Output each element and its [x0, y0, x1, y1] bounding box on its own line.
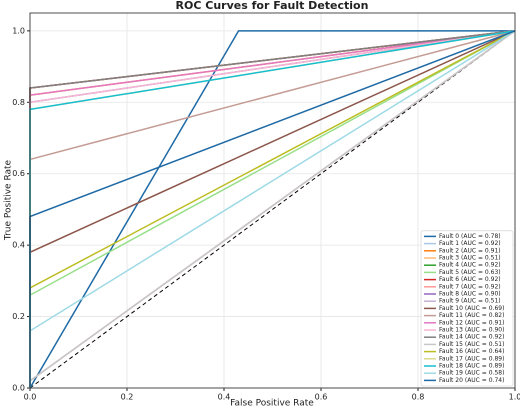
- roc-line: [29, 30, 515, 389]
- legend-label: Fault 18 (AUC = 0.89): [439, 363, 504, 370]
- legend-label: Fault 7 (AUC = 0.92): [439, 283, 501, 290]
- legend-label: Fault 10 (AUC = 0.69): [439, 305, 504, 312]
- y-tick-label: 0.8: [12, 98, 25, 107]
- y-tick-label: 0.0: [12, 384, 25, 393]
- y-tick-label: 0.6: [12, 169, 25, 178]
- chart-title: ROC Curves for Fault Detection: [176, 0, 369, 12]
- legend-label: Fault 2 (AUC = 0.91): [439, 247, 501, 254]
- y-tick-label: 0.4: [12, 241, 25, 250]
- legend-label: Fault 12 (AUC = 0.91): [439, 319, 504, 326]
- y-tick-label: 1.0: [12, 26, 25, 35]
- legend-label: Fault 1 (AUC = 0.92): [439, 240, 501, 247]
- legend-label: Fault 15 (AUC = 0.51): [439, 341, 504, 348]
- x-tick-label: 0.2: [121, 393, 134, 402]
- legend-label: Fault 16 (AUC = 0.64): [439, 348, 504, 355]
- chance-line: [29, 30, 516, 389]
- legend-label: Fault 6 (AUC = 0.92): [439, 276, 501, 283]
- x-tick-label: 0.0: [24, 393, 37, 402]
- legend-label: Fault 13 (AUC = 0.90): [439, 327, 504, 334]
- x-tick-label: 0.8: [412, 393, 425, 402]
- legend-label: Fault 17 (AUC = 0.89): [439, 355, 504, 362]
- legend-label: Fault 19 (AUC = 0.58): [439, 370, 504, 377]
- legend-box: [420, 230, 514, 387]
- legend-label: Fault 3 (AUC = 0.51): [439, 255, 501, 262]
- legend-label: Fault 9 (AUC = 0.51): [439, 298, 501, 305]
- plot-frame: [29, 12, 516, 389]
- x-tick-label: 0.6: [315, 393, 328, 402]
- legend-label: Fault 5 (AUC = 0.63): [439, 269, 501, 276]
- y-axis-label: True Positive Rate: [4, 159, 14, 241]
- x-tick-label: 0.4: [218, 393, 231, 402]
- x-axis-label: False Positive Rate: [230, 399, 314, 409]
- legend: Fault 0 (AUC = 0.78)Fault 1 (AUC = 0.92)…: [420, 230, 514, 387]
- legend-label: Fault 0 (AUC = 0.78): [439, 233, 501, 240]
- legend-label: Fault 11 (AUC = 0.82): [439, 312, 504, 319]
- legend-label: Fault 8 (AUC = 0.90): [439, 291, 501, 298]
- x-tick-label: 1.0: [509, 393, 520, 402]
- y-tick-label: 0.2: [12, 312, 25, 321]
- legend-label: Fault 4 (AUC = 0.92): [439, 262, 501, 269]
- legend-label: Fault 14 (AUC = 0.92): [439, 334, 504, 341]
- legend-label: Fault 20 (AUC = 0.74): [439, 377, 504, 384]
